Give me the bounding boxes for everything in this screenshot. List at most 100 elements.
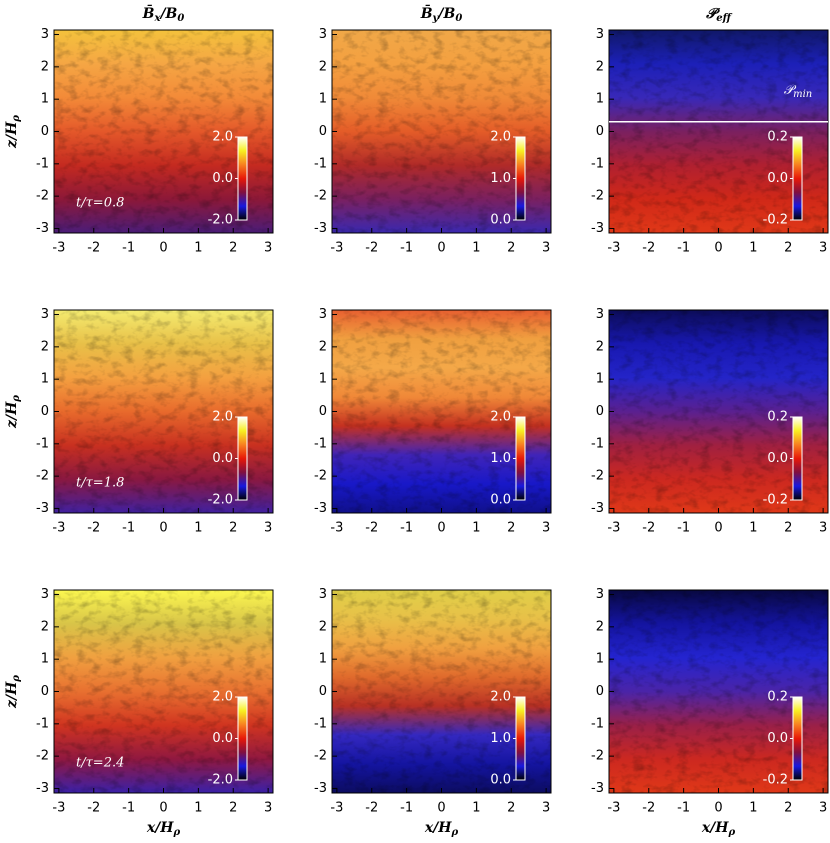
- y-tick-label: 1: [41, 652, 49, 667]
- y-tick-label: 0: [596, 124, 604, 139]
- colorbar-tick-label: 0.0: [767, 451, 788, 466]
- y-axis-label-part: z/H: [4, 401, 20, 429]
- x-axis-label-part: x/H: [146, 820, 174, 836]
- colorbar-tick-label: 0.2: [767, 130, 788, 145]
- y-tick-label: -2: [314, 749, 327, 764]
- x-tick-label: 1: [749, 521, 757, 536]
- x-tick-label: 2: [229, 241, 237, 256]
- colorbar-tick-label: -2.0: [208, 773, 233, 788]
- y-tick-label: 2: [41, 59, 49, 74]
- colorbar-tick-label: 1.0: [490, 171, 511, 186]
- x-tick-label: 0: [159, 801, 167, 816]
- y-tick-label: 2: [596, 619, 604, 634]
- x-tick-label: 0: [714, 801, 722, 816]
- y-axis-label-part: z/H: [4, 681, 20, 709]
- y-tick-label: -1: [314, 716, 327, 731]
- x-axis-label-part: x/H: [701, 820, 729, 836]
- x-tick-label: -2: [87, 521, 100, 536]
- panel-title: B̄x/B0: [142, 3, 185, 23]
- y-tick-label: -3: [591, 221, 604, 236]
- x-tick-label: 1: [472, 801, 480, 816]
- y-tick-label: -3: [36, 501, 49, 516]
- field-texture: [332, 310, 551, 513]
- x-tick-label: -3: [607, 241, 620, 256]
- y-tick-label: 0: [596, 404, 604, 419]
- x-tick-label: 0: [437, 521, 445, 536]
- x-tick-label: 0: [714, 521, 722, 536]
- x-tick-label: 2: [784, 521, 792, 536]
- x-tick-label: 0: [159, 241, 167, 256]
- field-texture: [332, 30, 551, 233]
- colorbar-tick-label: -0.2: [763, 773, 788, 788]
- x-tick-label: 1: [472, 521, 480, 536]
- field-texture: [54, 590, 273, 793]
- y-axis-label: z/Hρ: [4, 395, 22, 429]
- x-tick-label: -2: [642, 521, 655, 536]
- y-tick-label: 1: [319, 92, 327, 107]
- x-tick-label: -2: [642, 241, 655, 256]
- x-tick-label: 2: [784, 241, 792, 256]
- colorbar-tick-label: 0.0: [212, 731, 233, 746]
- colorbar-tick-label: 0.0: [212, 451, 233, 466]
- y-tick-label: 2: [596, 59, 604, 74]
- x-tick-label: 1: [472, 241, 480, 256]
- colorbar-tick-label: 2.0: [490, 690, 511, 705]
- y-tick-label: 0: [319, 124, 327, 139]
- x-tick-label: 0: [714, 241, 722, 256]
- annotation: t/τ=0.8: [76, 196, 124, 211]
- x-tick-label: 3: [264, 801, 272, 816]
- panel-title-part: B̄: [142, 3, 155, 22]
- y-axis-label: z/Hρ: [4, 675, 22, 709]
- y-axis-label: z/Hρ: [4, 115, 22, 149]
- colorbar: [237, 696, 248, 781]
- y-tick-label: -1: [36, 436, 49, 451]
- y-tick-label: -3: [314, 221, 327, 236]
- x-axis-label-part: ρ: [728, 827, 736, 838]
- field-texture: [54, 30, 273, 233]
- x-tick-label: 0: [437, 241, 445, 256]
- colorbar-tick-label: -2.0: [208, 213, 233, 228]
- y-tick-label: 0: [596, 684, 604, 699]
- y-tick-label: 3: [41, 307, 49, 322]
- x-tick-label: -2: [642, 801, 655, 816]
- h-line-label-part: min: [793, 88, 812, 99]
- y-tick-label: 1: [596, 92, 604, 107]
- y-tick-label: -3: [314, 781, 327, 796]
- x-tick-label: 3: [819, 241, 827, 256]
- x-tick-label: 2: [229, 521, 237, 536]
- colorbar: [792, 696, 803, 781]
- y-tick-label: 0: [319, 404, 327, 419]
- x-tick-label: 2: [229, 801, 237, 816]
- y-tick-label: 1: [41, 372, 49, 387]
- y-tick-label: 1: [319, 372, 327, 387]
- y-tick-label: -1: [36, 716, 49, 731]
- x-tick-label: -1: [677, 241, 690, 256]
- x-tick-label: 1: [194, 801, 202, 816]
- y-tick-label: -1: [314, 156, 327, 171]
- colorbar-tick-label: 1.0: [490, 451, 511, 466]
- y-tick-label: 2: [319, 339, 327, 354]
- colorbar-tick-label: 2.0: [212, 410, 233, 425]
- x-tick-label: 2: [507, 801, 515, 816]
- x-tick-label: -1: [122, 801, 135, 816]
- x-tick-label: 1: [749, 801, 757, 816]
- y-axis-label-part: z/H: [4, 121, 20, 149]
- x-axis-label-part: ρ: [173, 827, 181, 838]
- colorbar: [792, 136, 803, 221]
- colorbar-tick-label: 1.0: [490, 731, 511, 746]
- x-tick-label: -1: [400, 801, 413, 816]
- x-tick-label: -3: [52, 241, 65, 256]
- y-tick-label: -3: [314, 501, 327, 516]
- x-tick-label: -3: [52, 521, 65, 536]
- x-tick-label: -2: [365, 521, 378, 536]
- y-tick-label: -2: [36, 749, 49, 764]
- y-tick-label: 2: [319, 59, 327, 74]
- x-tick-label: -3: [607, 521, 620, 536]
- y-tick-label: -1: [314, 436, 327, 451]
- colorbar: [792, 416, 803, 501]
- y-axis-label-part: ρ: [11, 115, 22, 123]
- field-texture: [609, 590, 828, 793]
- x-tick-label: 2: [507, 521, 515, 536]
- colorbar-tick-label: 0.2: [767, 690, 788, 705]
- x-tick-label: 3: [542, 241, 550, 256]
